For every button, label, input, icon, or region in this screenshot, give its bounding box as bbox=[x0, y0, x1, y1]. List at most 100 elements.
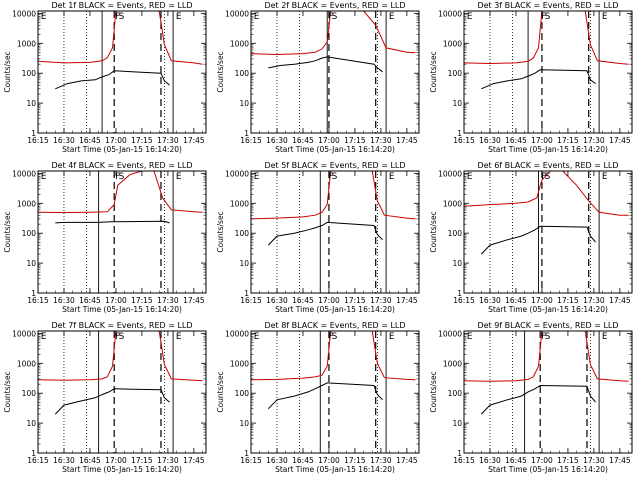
interval-marker-label: S bbox=[119, 172, 125, 182]
x-tick-label: 17:15 bbox=[131, 456, 153, 465]
series-lld-line bbox=[464, 331, 629, 382]
y-axis-label: Counts/sec bbox=[3, 211, 12, 252]
x-tick-label: 16:45 bbox=[292, 296, 314, 305]
y-tick-label: 10000 bbox=[438, 169, 462, 178]
interval-marker-label: F bbox=[115, 12, 120, 22]
x-tick-label: 17:30 bbox=[157, 456, 179, 465]
series-lld-line bbox=[251, 11, 416, 56]
interval-marker-label: E bbox=[467, 172, 473, 182]
chart-title: Det 5f BLACK = Events, RED = LLD bbox=[264, 161, 405, 170]
y-tick-label: 100 bbox=[448, 229, 463, 238]
x-tick-label: 16:30 bbox=[266, 456, 288, 465]
x-tick-label: 17:45 bbox=[183, 136, 205, 145]
series-lld-line bbox=[464, 171, 629, 216]
x-tick-label: 17:45 bbox=[396, 296, 418, 305]
x-tick-label: 17:00 bbox=[318, 456, 340, 465]
interval-marker-label: E bbox=[389, 332, 395, 342]
x-tick-label: 17:45 bbox=[183, 296, 205, 305]
series-events-line bbox=[480, 384, 596, 415]
y-tick-label: 10000 bbox=[225, 329, 249, 338]
x-tick-label: 17:30 bbox=[370, 456, 392, 465]
x-axis-label: Start Time (05-Jan-15 16:14:20) bbox=[62, 145, 182, 154]
y-tick-label: 100 bbox=[22, 229, 37, 238]
y-axis-label: Counts/sec bbox=[429, 371, 438, 412]
y-tick-label: 1 bbox=[457, 289, 462, 298]
x-tick-label: 16:15 bbox=[240, 296, 262, 305]
y-tick-label: 10000 bbox=[12, 169, 36, 178]
chart-title: Det 9f BLACK = Events, RED = LLD bbox=[477, 321, 618, 330]
y-tick-label: 10 bbox=[452, 419, 462, 428]
x-tick-label: 16:30 bbox=[266, 296, 288, 305]
y-axis-label: Counts/sec bbox=[216, 51, 225, 92]
y-tick-label: 1 bbox=[244, 449, 249, 458]
chart-title: Det 1f BLACK = Events, RED = LLD bbox=[51, 1, 192, 10]
x-axis-label: Start Time (05-Jan-15 16:14:20) bbox=[488, 305, 608, 314]
interval-marker-label: F bbox=[541, 172, 546, 182]
series-events-line bbox=[55, 220, 170, 224]
interval-marker-label: S bbox=[332, 172, 338, 182]
y-tick-label: 10000 bbox=[438, 329, 462, 338]
x-tick-label: 16:15 bbox=[453, 456, 475, 465]
interval-marker-label: S bbox=[119, 12, 125, 22]
series-lld-line bbox=[251, 171, 416, 220]
y-tick-label: 10 bbox=[239, 259, 249, 268]
x-tick-label: 17:30 bbox=[583, 296, 605, 305]
x-tick-label: 17:15 bbox=[557, 136, 579, 145]
x-axis-label: Start Time (05-Jan-15 16:14:20) bbox=[62, 465, 182, 474]
interval-marker-label: S bbox=[545, 332, 551, 342]
interval-marker-label: E bbox=[602, 172, 608, 182]
axes-frame bbox=[463, 170, 633, 294]
x-axis-label: Start Time (05-Jan-15 16:14:20) bbox=[488, 465, 608, 474]
plot-area bbox=[38, 171, 203, 293]
interval-marker-label: S bbox=[545, 172, 551, 182]
x-tick-label: 17:00 bbox=[105, 136, 127, 145]
interval-marker-label: F bbox=[328, 172, 333, 182]
x-tick-label: 16:30 bbox=[479, 456, 501, 465]
axes-frame bbox=[37, 330, 207, 454]
x-tick-label: 16:45 bbox=[505, 456, 527, 465]
series-events-line bbox=[267, 221, 383, 246]
x-tick-label: 17:15 bbox=[344, 296, 366, 305]
y-tick-label: 100 bbox=[22, 69, 37, 78]
x-tick-label: 16:45 bbox=[505, 136, 527, 145]
y-tick-label: 10 bbox=[239, 419, 249, 428]
y-tick-label: 1 bbox=[457, 449, 462, 458]
interval-marker-label: F bbox=[541, 12, 546, 22]
x-tick-label: 17:30 bbox=[157, 136, 179, 145]
x-tick-label: 16:45 bbox=[79, 296, 101, 305]
series-events-line bbox=[480, 225, 596, 255]
chart-title: Det 4f BLACK = Events, RED = LLD bbox=[51, 161, 192, 170]
y-tick-label: 10000 bbox=[12, 9, 36, 18]
x-tick-label: 17:15 bbox=[131, 136, 153, 145]
x-axis-label: Start Time (05-Jan-15 16:14:20) bbox=[275, 145, 395, 154]
x-tick-label: 17:15 bbox=[131, 296, 153, 305]
axes-frame bbox=[37, 10, 207, 134]
y-tick-label: 1000 bbox=[230, 359, 249, 368]
x-tick-label: 17:30 bbox=[583, 136, 605, 145]
detector-panel: Det 5f BLACK = Events, RED = LLD E FS E 1 10 1… bbox=[216, 161, 420, 314]
chart-title: Det 8f BLACK = Events, RED = LLD bbox=[264, 321, 405, 330]
x-tick-label: 17:00 bbox=[318, 296, 340, 305]
y-tick-label: 1000 bbox=[230, 199, 249, 208]
interval-marker-label: E bbox=[41, 12, 47, 22]
plot-area bbox=[38, 11, 203, 133]
y-tick-label: 1 bbox=[457, 129, 462, 138]
x-tick-label: 16:45 bbox=[292, 456, 314, 465]
x-tick-label: 16:15 bbox=[27, 136, 49, 145]
series-events-line bbox=[481, 69, 596, 90]
x-tick-label: 16:45 bbox=[505, 296, 527, 305]
plot-area bbox=[464, 331, 629, 453]
x-axis-label: Start Time (05-Jan-15 16:14:20) bbox=[488, 145, 608, 154]
y-tick-label: 100 bbox=[448, 69, 463, 78]
y-tick-label: 10 bbox=[26, 259, 36, 268]
interval-marker-label: S bbox=[545, 12, 551, 22]
y-tick-label: 10 bbox=[452, 259, 462, 268]
x-tick-label: 17:30 bbox=[370, 296, 392, 305]
y-tick-label: 10000 bbox=[225, 9, 249, 18]
interval-marker-label: S bbox=[332, 332, 338, 342]
interval-marker-label: E bbox=[389, 12, 395, 22]
x-tick-label: 16:45 bbox=[79, 136, 101, 145]
detector-panel: Det 2f BLACK = Events, RED = LLD E FS E 1 10 1… bbox=[216, 1, 420, 154]
x-tick-label: 17:00 bbox=[531, 296, 553, 305]
